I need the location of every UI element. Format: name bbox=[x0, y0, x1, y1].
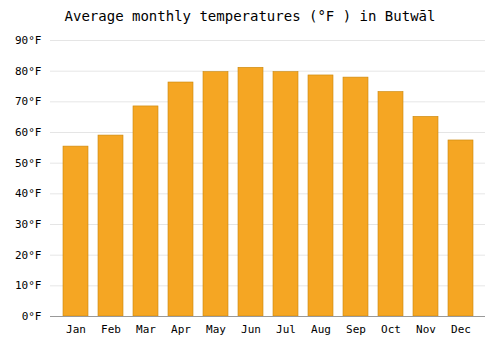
svg-text:Jan: Jan bbox=[66, 323, 86, 336]
svg-text:40°F: 40°F bbox=[15, 187, 42, 200]
svg-text:60°F: 60°F bbox=[15, 126, 42, 139]
svg-text:Nov: Nov bbox=[416, 323, 436, 336]
svg-text:50°F: 50°F bbox=[15, 157, 42, 170]
svg-text:90°F: 90°F bbox=[15, 34, 42, 47]
svg-text:70°F: 70°F bbox=[15, 95, 42, 108]
svg-text:Jun: Jun bbox=[241, 323, 261, 336]
svg-text:Oct: Oct bbox=[381, 323, 401, 336]
svg-text:10°F: 10°F bbox=[15, 279, 42, 292]
svg-text:Sep: Sep bbox=[346, 323, 366, 336]
svg-text:Jul: Jul bbox=[276, 323, 296, 336]
svg-text:Apr: Apr bbox=[171, 323, 191, 336]
svg-text:30°F: 30°F bbox=[15, 218, 42, 231]
svg-text:Mar: Mar bbox=[136, 323, 156, 336]
svg-text:Dec: Dec bbox=[451, 323, 471, 336]
svg-text:0°F: 0°F bbox=[22, 310, 42, 323]
svg-text:80°F: 80°F bbox=[15, 65, 42, 78]
svg-text:20°F: 20°F bbox=[15, 249, 42, 262]
svg-text:May: May bbox=[206, 323, 226, 336]
svg-text:Aug: Aug bbox=[311, 323, 331, 336]
svg-text:Feb: Feb bbox=[101, 323, 121, 336]
html-text:Average monthly temperatures (: Average monthly temperatures (°F ) in Bu… bbox=[64, 8, 436, 24]
